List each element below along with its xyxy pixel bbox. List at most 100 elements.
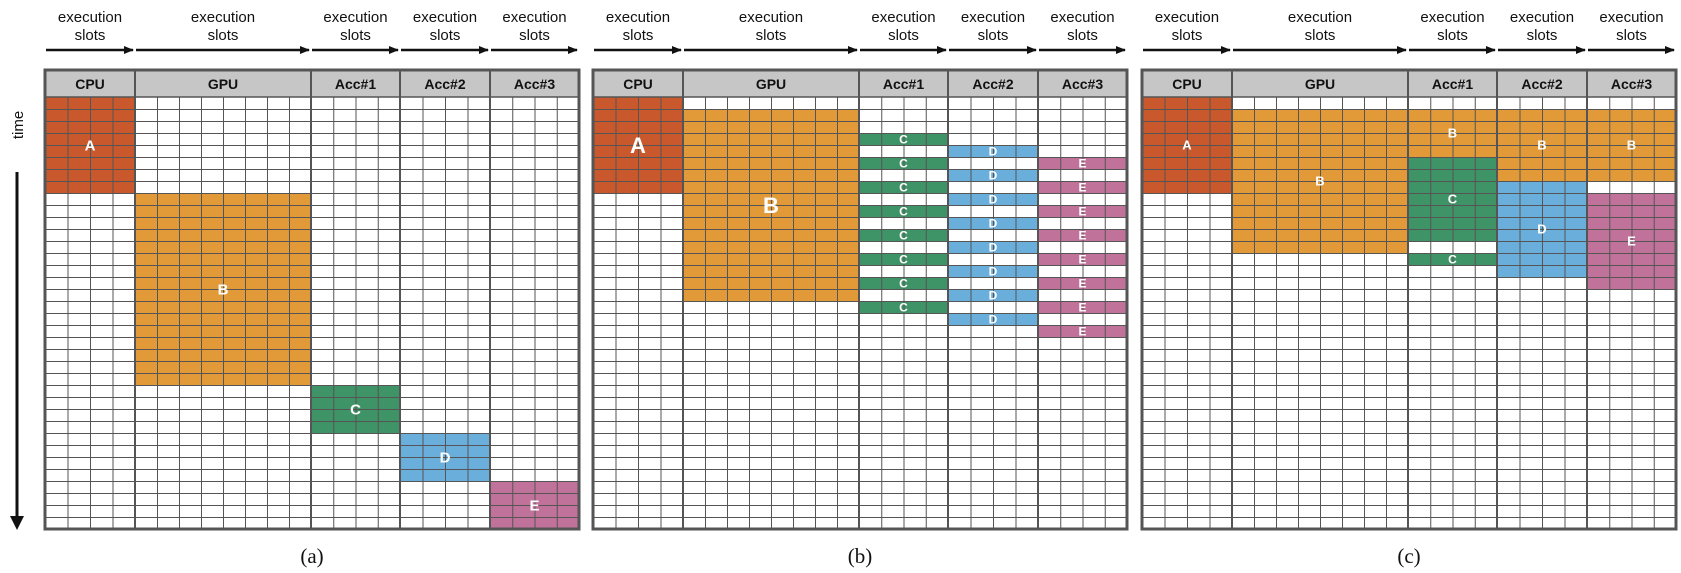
task-label-e: E	[1078, 228, 1086, 242]
svg-text:execution: execution	[871, 9, 935, 26]
svg-text:slots: slots	[340, 27, 371, 44]
panel-frame	[591, 68, 1129, 531]
svg-text:slots: slots	[519, 27, 550, 44]
task-label-c: C	[899, 276, 908, 290]
task-label-b: B	[218, 281, 229, 298]
task-label-a: A	[630, 133, 646, 158]
svg-text:execution: execution	[1420, 9, 1484, 26]
svg-text:slots: slots	[1172, 27, 1203, 44]
column-title-acc3: Acc#3	[1611, 76, 1652, 92]
column-title-acc2: Acc#2	[972, 76, 1013, 92]
task-label-d: D	[440, 449, 451, 466]
task-label-c: C	[899, 132, 908, 146]
task-label-c: C	[350, 401, 361, 418]
task-label-d: D	[989, 192, 998, 206]
svg-text:execution: execution	[1155, 9, 1219, 26]
column-title-acc3: Acc#3	[1062, 76, 1103, 92]
svg-text:execution: execution	[739, 9, 803, 26]
panel-a: executionslotsexecutionslotsexecutionslo…	[43, 9, 581, 568]
svg-text:execution: execution	[58, 9, 122, 26]
svg-text:slots: slots	[756, 27, 787, 44]
task-label-e: E	[1078, 300, 1086, 314]
svg-text:slots: slots	[208, 27, 239, 44]
svg-text:execution: execution	[1510, 9, 1574, 26]
svg-text:execution: execution	[1288, 9, 1352, 26]
svg-text:execution: execution	[191, 9, 255, 26]
svg-text:slots: slots	[1305, 27, 1336, 44]
time-axis-arrowhead	[10, 516, 24, 530]
panel-frame	[1140, 68, 1678, 531]
task-label-d: D	[989, 168, 998, 182]
task-label-c: C	[899, 300, 908, 314]
task-labels: A B C D E	[85, 137, 540, 514]
task-label-e: E	[1078, 204, 1086, 218]
task-label-e: E	[529, 497, 539, 514]
svg-text:slots: slots	[430, 27, 461, 44]
svg-text:execution: execution	[413, 9, 477, 26]
svg-text:execution: execution	[502, 9, 566, 26]
panel-frame	[43, 68, 581, 531]
svg-text:execution: execution	[606, 9, 670, 26]
task-label-d: D	[989, 216, 998, 230]
task-label-a: A	[1182, 138, 1192, 153]
svg-text:slots: slots	[1437, 27, 1468, 44]
task-label-e: E	[1078, 324, 1086, 338]
svg-text:slots: slots	[1616, 27, 1647, 44]
task-label-d: D	[989, 312, 998, 326]
column-title-cpu: CPU	[623, 76, 653, 92]
column-title-gpu: GPU	[208, 76, 238, 92]
svg-text:execution: execution	[961, 9, 1025, 26]
column-title-acc1: Acc#1	[1432, 76, 1473, 92]
column-title-acc2: Acc#2	[1521, 76, 1562, 92]
task-label-c: C	[899, 156, 908, 170]
column-title-acc3: Acc#3	[514, 76, 555, 92]
column-title-acc1: Acc#1	[883, 76, 924, 92]
panel-caption: (c)	[1397, 544, 1420, 568]
task-label-d: D	[1537, 222, 1546, 237]
time-axis-label: time	[10, 111, 27, 139]
task-label-c: C	[899, 204, 908, 218]
task-label-b: B	[763, 193, 779, 218]
svg-text:slots: slots	[978, 27, 1009, 44]
column-title-acc1: Acc#1	[335, 76, 376, 92]
column-title-gpu: GPU	[1305, 76, 1335, 92]
task-label-a: A	[85, 137, 96, 154]
task-label-d: D	[989, 264, 998, 278]
task-label-d: D	[989, 240, 998, 254]
task-label-c: C	[1448, 252, 1457, 266]
task-label-c: C	[899, 252, 908, 266]
svg-text:execution: execution	[1599, 9, 1663, 26]
svg-text:execution: execution	[1050, 9, 1114, 26]
svg-text:slots: slots	[75, 27, 106, 44]
task-label-d: D	[989, 144, 998, 158]
column-title-cpu: CPU	[75, 76, 105, 92]
task-label-c: C	[1448, 192, 1458, 207]
task-label-d: D	[989, 288, 998, 302]
column-title-acc2: Acc#2	[424, 76, 465, 92]
column-title-gpu: GPU	[756, 76, 786, 92]
task-label-e: E	[1078, 180, 1086, 194]
svg-text:slots: slots	[1527, 27, 1558, 44]
task-label-b: B	[1627, 138, 1636, 153]
task-label-b: B	[1537, 138, 1546, 153]
task-label-b: B	[1448, 126, 1457, 141]
task-label-b: B	[1315, 174, 1324, 189]
svg-text:slots: slots	[888, 27, 919, 44]
task-label-e: E	[1078, 252, 1086, 266]
